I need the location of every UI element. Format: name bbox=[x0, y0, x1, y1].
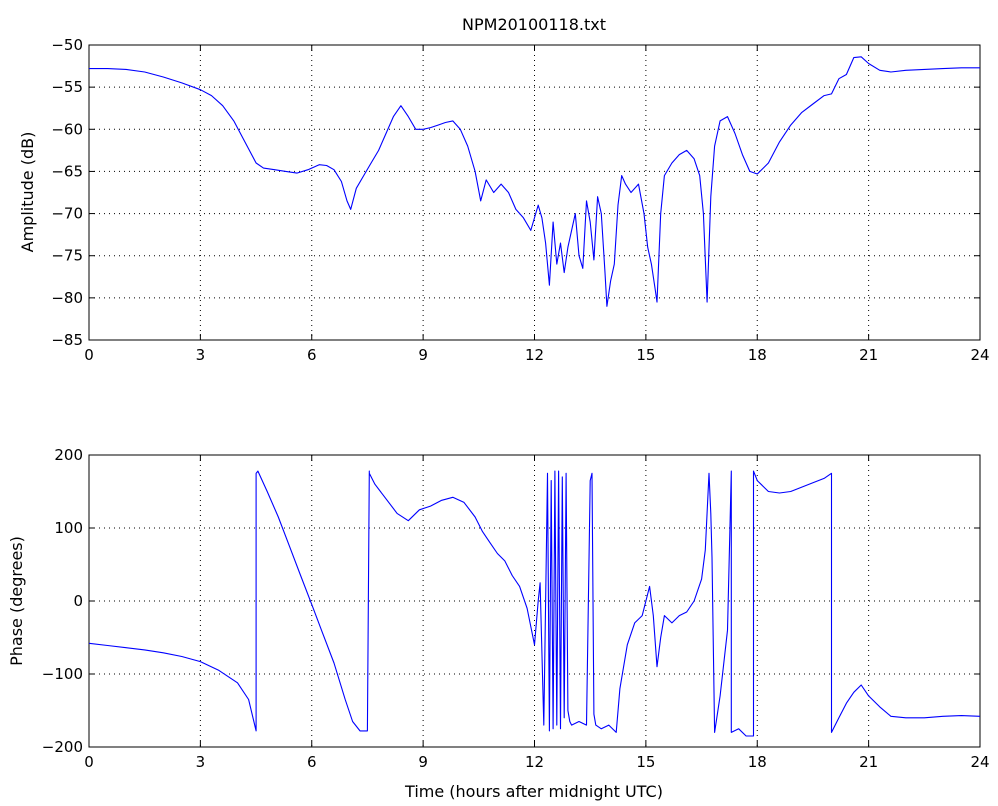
phase-x-tick-label: 15 bbox=[636, 753, 655, 771]
amplitude-series-line bbox=[89, 56, 980, 307]
phase-x-tick-label: 24 bbox=[970, 753, 989, 771]
amplitude-x-tick-label: 3 bbox=[196, 346, 206, 364]
phase-plot: 0 3 6 9 12 15 18 21 24 −200 −100 0 100 200 Time (hou… bbox=[7, 446, 990, 801]
phase-x-tick-label: 3 bbox=[196, 753, 206, 771]
phase-series-line bbox=[88, 470, 981, 737]
phase-y-tick-label: −200 bbox=[42, 738, 83, 756]
amplitude-y-tick-label: −75 bbox=[51, 247, 83, 265]
amplitude-y-tick-label: −60 bbox=[51, 120, 83, 138]
amplitude-x-tick-label: 12 bbox=[525, 346, 544, 364]
phase-x-ticks: 0 3 6 9 12 15 18 21 24 bbox=[84, 455, 990, 771]
amplitude-x-tick-label: 6 bbox=[307, 346, 317, 364]
phase-x-axis-label: Time (hours after midnight UTC) bbox=[404, 782, 663, 801]
phase-x-tick-label: 18 bbox=[748, 753, 767, 771]
chart-title: NPM20100118.txt bbox=[462, 15, 606, 34]
amplitude-x-tick-label: 18 bbox=[748, 346, 767, 364]
phase-x-tick-label: 21 bbox=[859, 753, 878, 771]
amplitude-grid bbox=[89, 45, 980, 340]
amplitude-y-tick-label: −55 bbox=[51, 78, 83, 96]
phase-y-tick-label: 0 bbox=[73, 592, 83, 610]
amplitude-y-tick-label: −50 bbox=[51, 36, 83, 54]
amplitude-y-axis-label: Amplitude (dB) bbox=[18, 132, 37, 253]
amplitude-x-tick-label: 9 bbox=[418, 346, 428, 364]
phase-x-tick-label: 9 bbox=[418, 753, 428, 771]
amplitude-y-tick-label: −85 bbox=[51, 331, 83, 349]
amplitude-x-tick-label: 0 bbox=[84, 346, 94, 364]
phase-y-tick-label: 100 bbox=[54, 519, 83, 537]
phase-x-tick-label: 12 bbox=[525, 753, 544, 771]
amplitude-y-ticks: −85 −80 −75 −70 −65 −60 −55 −50 bbox=[51, 36, 980, 349]
phase-y-axis-label: Phase (degrees) bbox=[7, 536, 26, 666]
phase-x-tick-label: 6 bbox=[307, 753, 317, 771]
phase-x-tick-label: 0 bbox=[84, 753, 94, 771]
phase-y-tick-label: −100 bbox=[42, 665, 83, 683]
amplitude-x-tick-label: 24 bbox=[970, 346, 989, 364]
phase-y-ticks: −200 −100 0 100 200 bbox=[42, 446, 980, 756]
amplitude-y-tick-label: −80 bbox=[51, 289, 83, 307]
amplitude-y-tick-label: −70 bbox=[51, 205, 83, 223]
amplitude-y-tick-label: −65 bbox=[51, 162, 83, 180]
phase-y-tick-label: 200 bbox=[54, 446, 83, 464]
amplitude-plot: 0 3 6 9 12 15 18 21 24 −85−80−75−70−65−60−55−50 … bbox=[18, 15, 990, 364]
amplitude-x-tick-label: 21 bbox=[859, 346, 878, 364]
amplitude-x-tick-label: 15 bbox=[636, 346, 655, 364]
amplitude-x-ticks: 0 3 6 9 12 15 18 21 24 bbox=[84, 45, 990, 364]
